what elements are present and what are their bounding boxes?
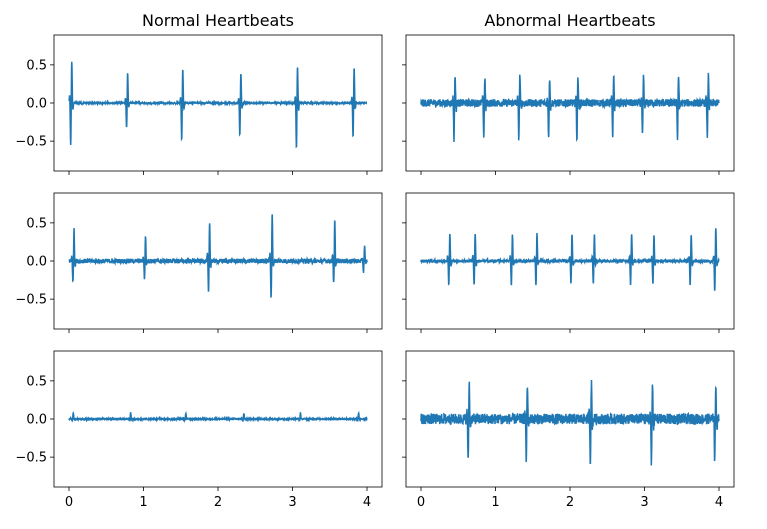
panel-4 [402, 192, 735, 333]
panel-5: 0.5 0.0 −0.5 0 1 2 3 4 [15, 350, 383, 510]
signal-line [68, 410, 368, 423]
signal-line [420, 228, 720, 291]
panel-title: Normal Heartbeats [142, 11, 294, 30]
x-tick-label: 4 [363, 495, 371, 510]
panel-2: Abnormal Heartbeats [402, 11, 735, 175]
y-tick-label: −0.5 [15, 451, 47, 466]
x-tick-label: 2 [566, 495, 574, 510]
signal-line [420, 379, 720, 466]
y-tick-label: 0.5 [26, 374, 47, 389]
x-tick-label: 1 [139, 495, 147, 510]
panel-6: 0 1 2 3 4 [402, 350, 735, 510]
signal-line [68, 214, 368, 298]
y-tick-label: 0.5 [26, 58, 47, 73]
x-tick-label: 3 [640, 495, 648, 510]
y-tick-label: 0.0 [26, 413, 47, 428]
signal-line [420, 72, 720, 143]
x-tick-label: 3 [288, 495, 296, 510]
y-tick-label: −0.5 [15, 135, 47, 150]
y-tick-label: 0.0 [26, 255, 47, 270]
panel-3: 0.5 0.0 −0.5 [15, 192, 383, 333]
panel-1: Normal Heartbeats 0.5 0.0 −0.5 [15, 11, 383, 175]
panel-title: Abnormal Heartbeats [484, 11, 655, 30]
y-tick-label: −0.5 [15, 293, 47, 308]
x-tick-label: 1 [491, 495, 499, 510]
x-tick-label: 0 [65, 495, 73, 510]
signal-line [68, 61, 368, 149]
x-tick-label: 0 [417, 495, 425, 510]
x-tick-label: 2 [214, 495, 222, 510]
y-tick-label: 0.5 [26, 216, 47, 231]
y-tick-label: 0.0 [26, 97, 47, 112]
x-tick-label: 4 [715, 495, 723, 510]
